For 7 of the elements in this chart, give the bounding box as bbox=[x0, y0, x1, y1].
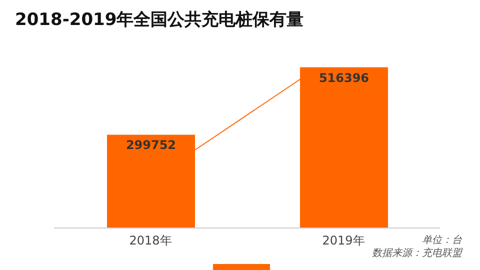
text: 单位：台 bbox=[421, 234, 462, 247]
data-label: 299752 bbox=[126, 138, 176, 152]
data-label: 516396 bbox=[318, 70, 370, 85]
x-tick-label: 2019年 bbox=[322, 234, 365, 248]
source-note: 数据来源：充电联盟 bbox=[372, 247, 462, 260]
chart-title: 2018-2019年全国公共充电桩保有量 bbox=[15, 9, 304, 31]
x-tick-label: 2018年 bbox=[129, 234, 172, 248]
